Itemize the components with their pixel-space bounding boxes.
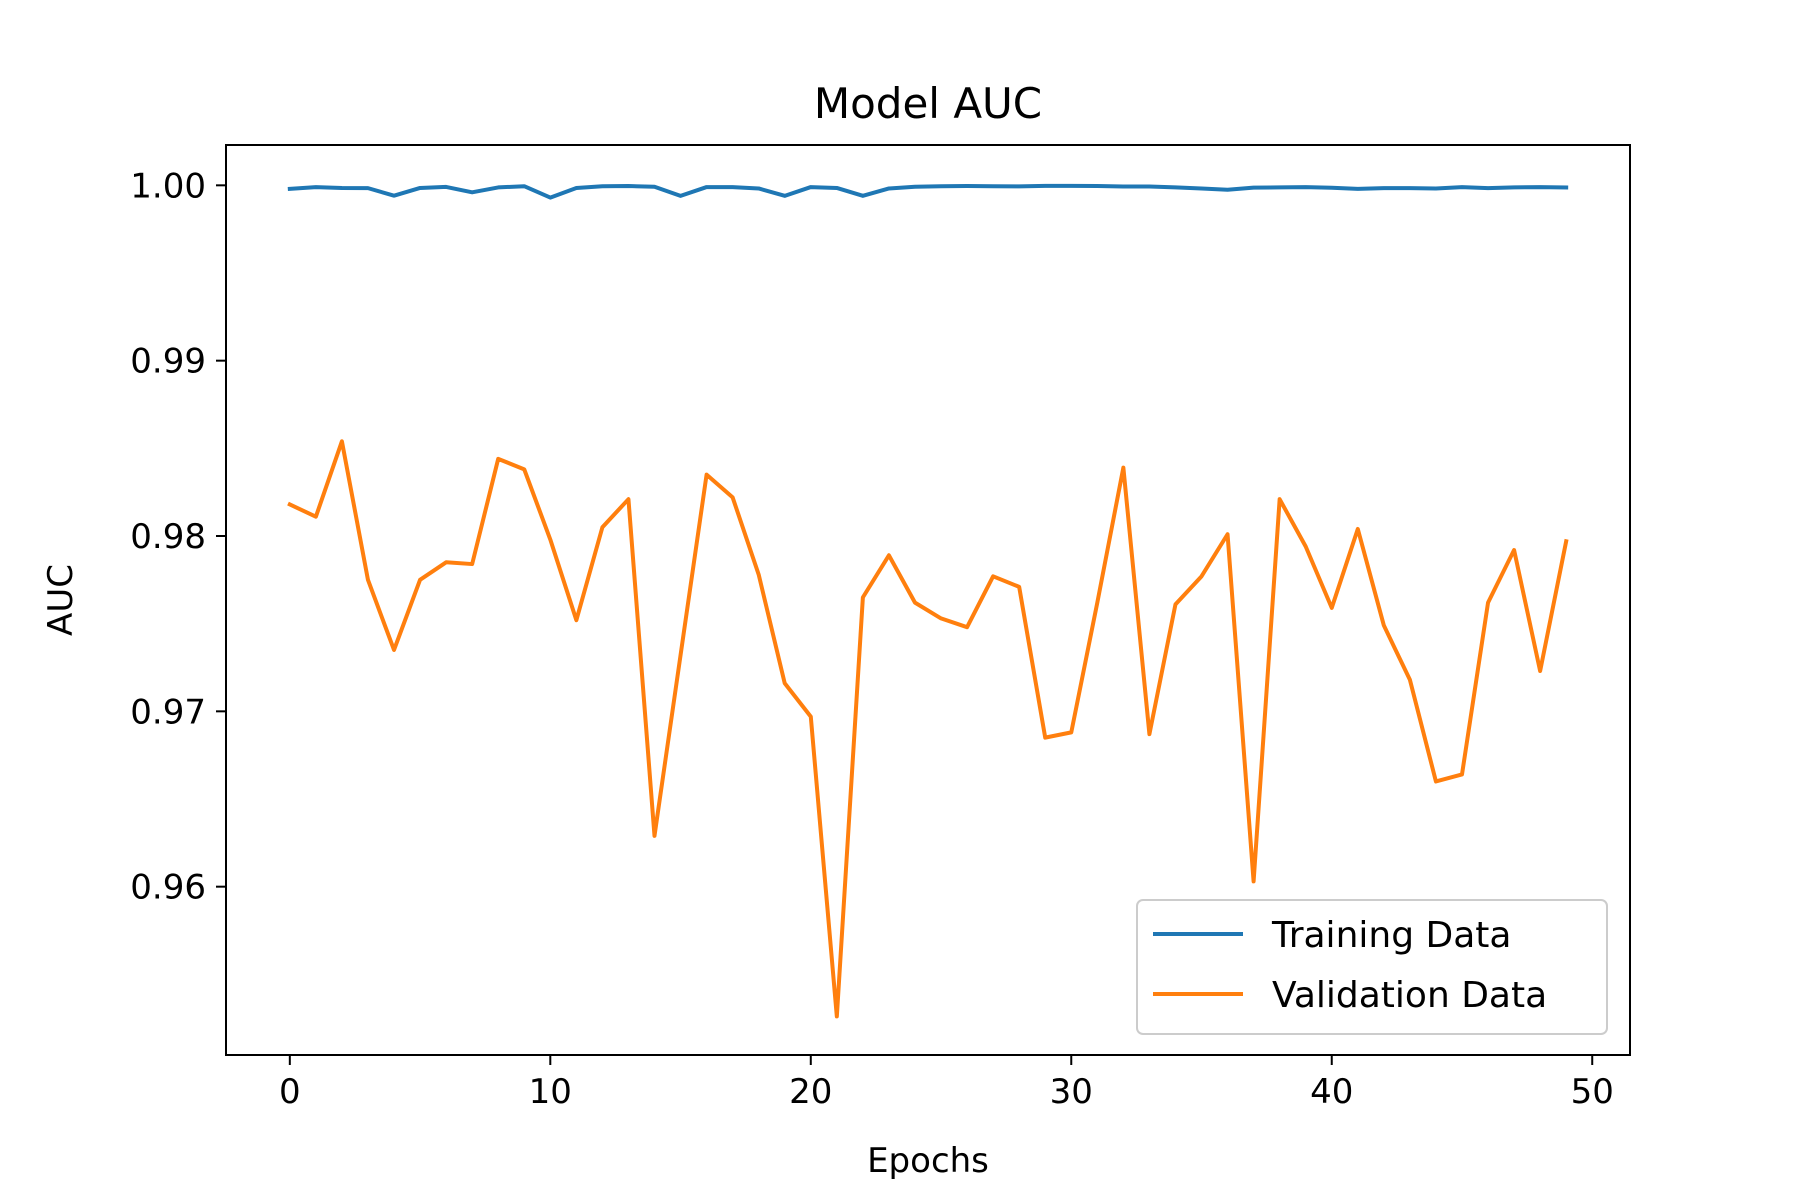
x-tick-label: 20: [789, 1072, 832, 1112]
y-tick-label: 1.00: [130, 166, 206, 206]
series-line-0: [287, 183, 1569, 200]
series-line-1: [287, 439, 1569, 1019]
series-layer: [287, 183, 1569, 1019]
x-tick-label: 40: [1310, 1072, 1353, 1112]
x-tick-label: 50: [1571, 1072, 1614, 1112]
y-axis: 0.96 0.97 0.98 0.99 1.00: [130, 166, 226, 908]
x-tick-label: 0: [279, 1072, 301, 1112]
y-tick-label: 0.98: [130, 517, 206, 557]
y-tick-label: 0.99: [130, 342, 206, 382]
plot-frame: [225, 144, 1631, 1056]
x-tick-label: 30: [1050, 1072, 1093, 1112]
y-tick-label: 0.96: [130, 868, 206, 908]
chart-title: Model AUC: [814, 79, 1042, 128]
legend-label-validation: Validation Data: [1272, 975, 1547, 1016]
y-tick-label: 0.97: [130, 692, 206, 732]
legend: Training Data Validation Data: [1136, 899, 1608, 1035]
legend-label-training: Training Data: [1271, 915, 1511, 956]
x-axis: 0 10 20 30 40 50: [279, 1055, 1614, 1112]
legend-box: [1136, 899, 1608, 1035]
x-tick-label: 10: [529, 1072, 572, 1112]
y-axis-label: AUC: [41, 564, 81, 636]
x-axis-label: Epochs: [867, 1141, 989, 1181]
